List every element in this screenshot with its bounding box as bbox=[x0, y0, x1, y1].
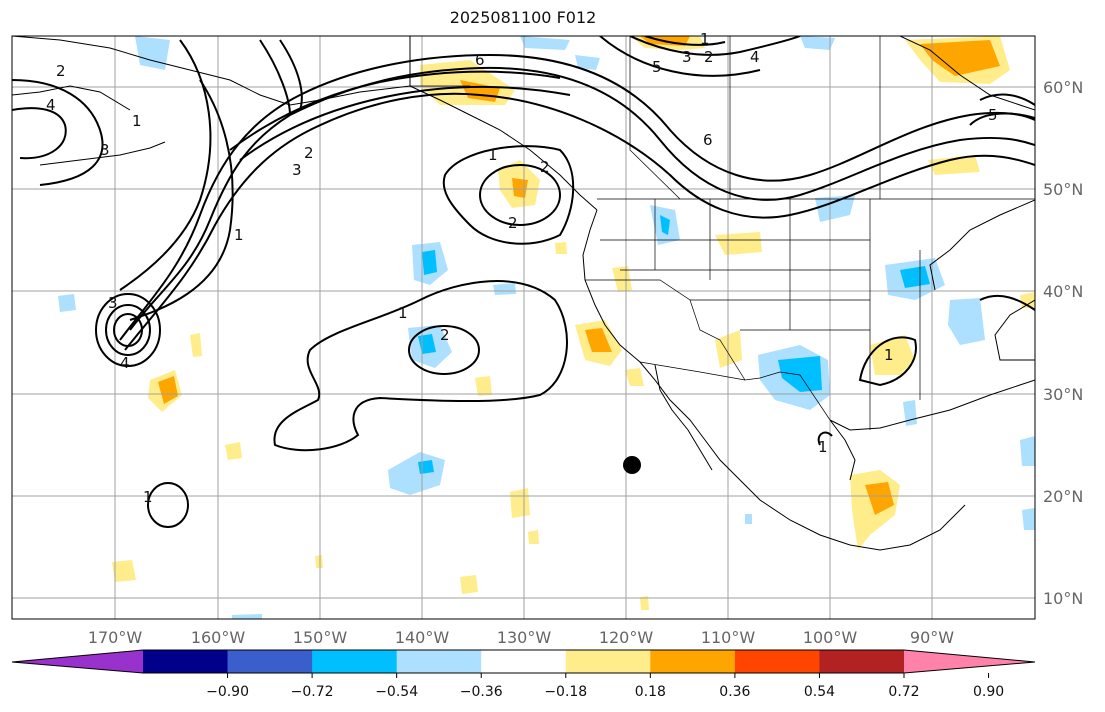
colorbar-label: 0.72 bbox=[888, 684, 919, 700]
colorbar-label: −0.72 bbox=[291, 684, 334, 700]
map-gridlines bbox=[12, 36, 1035, 619]
lat-label: 60°N bbox=[1043, 78, 1083, 97]
lon-label: 120°W bbox=[599, 628, 654, 647]
contour-label: 2 bbox=[440, 326, 450, 344]
colorbar-label: −0.54 bbox=[375, 684, 418, 700]
contour-label: 4 bbox=[750, 48, 760, 66]
colorbar-cell bbox=[565, 650, 651, 673]
contour-label: 5 bbox=[652, 58, 662, 76]
lon-label: 100°W bbox=[803, 628, 858, 647]
contour-label: 6 bbox=[703, 131, 713, 149]
lat-label: 40°N bbox=[1043, 282, 1083, 301]
colorbar-cell bbox=[227, 650, 313, 673]
colorbar: −0.90 −0.72 −0.54 −0.36 −0.18 0.18 0.36 0.54 0.7… bbox=[11, 649, 1036, 700]
contour-label: 1 bbox=[884, 346, 894, 364]
lon-label: 170°W bbox=[88, 628, 143, 647]
lat-label: 30°N bbox=[1043, 385, 1083, 404]
contour-label: 1 bbox=[700, 30, 710, 48]
colorbar-cell bbox=[396, 650, 482, 673]
map-frame bbox=[11, 35, 1036, 620]
political-borders bbox=[410, 36, 1035, 430]
colorbar-cell bbox=[481, 650, 567, 673]
contour-label: 3 bbox=[100, 141, 110, 159]
contour-label: 1 bbox=[234, 226, 244, 244]
contour-label: 1 bbox=[143, 488, 153, 506]
longitude-labels: 170°W 160°W 150°W 140°W 130°W 120°W 110°… bbox=[88, 628, 954, 647]
lon-label: 150°W bbox=[293, 628, 348, 647]
colorbar-label: −0.18 bbox=[544, 684, 587, 700]
lon-label: 130°W bbox=[497, 628, 552, 647]
lon-label: 110°W bbox=[701, 628, 756, 647]
station-dot bbox=[623, 456, 641, 474]
contour-label-group: 2 4 3 1 3 4 1 2 6 3 2 1 2 1 2 6 5 3 2 1 … bbox=[46, 30, 998, 506]
contour-label: 1 bbox=[132, 112, 142, 130]
colorbar-cell bbox=[819, 650, 905, 673]
lat-label: 10°N bbox=[1043, 589, 1083, 608]
contour-label: 4 bbox=[120, 354, 130, 372]
colorbar-label: 0.54 bbox=[804, 684, 835, 700]
contour-label: 1 bbox=[488, 146, 498, 164]
colorbar-label: −0.90 bbox=[206, 684, 249, 700]
contour-label: 5 bbox=[988, 106, 998, 124]
contour-label: 1 bbox=[398, 304, 408, 322]
contour-label: 2 bbox=[540, 158, 550, 176]
colorbar-label: 0.36 bbox=[719, 684, 750, 700]
colorbar-label: 0.90 bbox=[973, 684, 1004, 700]
contour-label: 2 bbox=[508, 214, 518, 232]
contour-lines bbox=[12, 36, 1035, 528]
map-title: 2025081100 F012 bbox=[449, 8, 597, 27]
colorbar-extend-right bbox=[904, 650, 1035, 673]
contour-label: 2 bbox=[56, 62, 66, 80]
colorbar-cell bbox=[312, 650, 398, 673]
contour-label: 3 bbox=[292, 161, 302, 179]
lon-label: 140°W bbox=[395, 628, 450, 647]
colorbar-cell bbox=[143, 650, 229, 673]
contour-label: 4 bbox=[46, 96, 56, 114]
contour-label: 2 bbox=[704, 48, 714, 66]
colorbar-cell bbox=[650, 650, 736, 673]
colorbar-extend-left bbox=[12, 650, 143, 673]
colorbar-label: 0.18 bbox=[635, 684, 666, 700]
contour-label: 1 bbox=[818, 438, 828, 456]
shaded-anomalies bbox=[58, 36, 1035, 619]
lat-label: 50°N bbox=[1043, 180, 1083, 199]
contour-label: 3 bbox=[108, 294, 118, 312]
contour-label: 2 bbox=[304, 144, 314, 162]
colorbar-outline bbox=[11, 649, 1036, 674]
contour-label: 3 bbox=[682, 48, 692, 66]
latitude-labels: 60°N 50°N 40°N 30°N 20°N 10°N bbox=[1043, 78, 1083, 608]
lon-label: 90°W bbox=[910, 628, 954, 647]
colorbar-cell bbox=[734, 650, 820, 673]
colorbar-label: −0.36 bbox=[460, 684, 503, 700]
lat-label: 20°N bbox=[1043, 487, 1083, 506]
lon-label: 160°W bbox=[191, 628, 246, 647]
contour-label: 6 bbox=[475, 51, 485, 69]
